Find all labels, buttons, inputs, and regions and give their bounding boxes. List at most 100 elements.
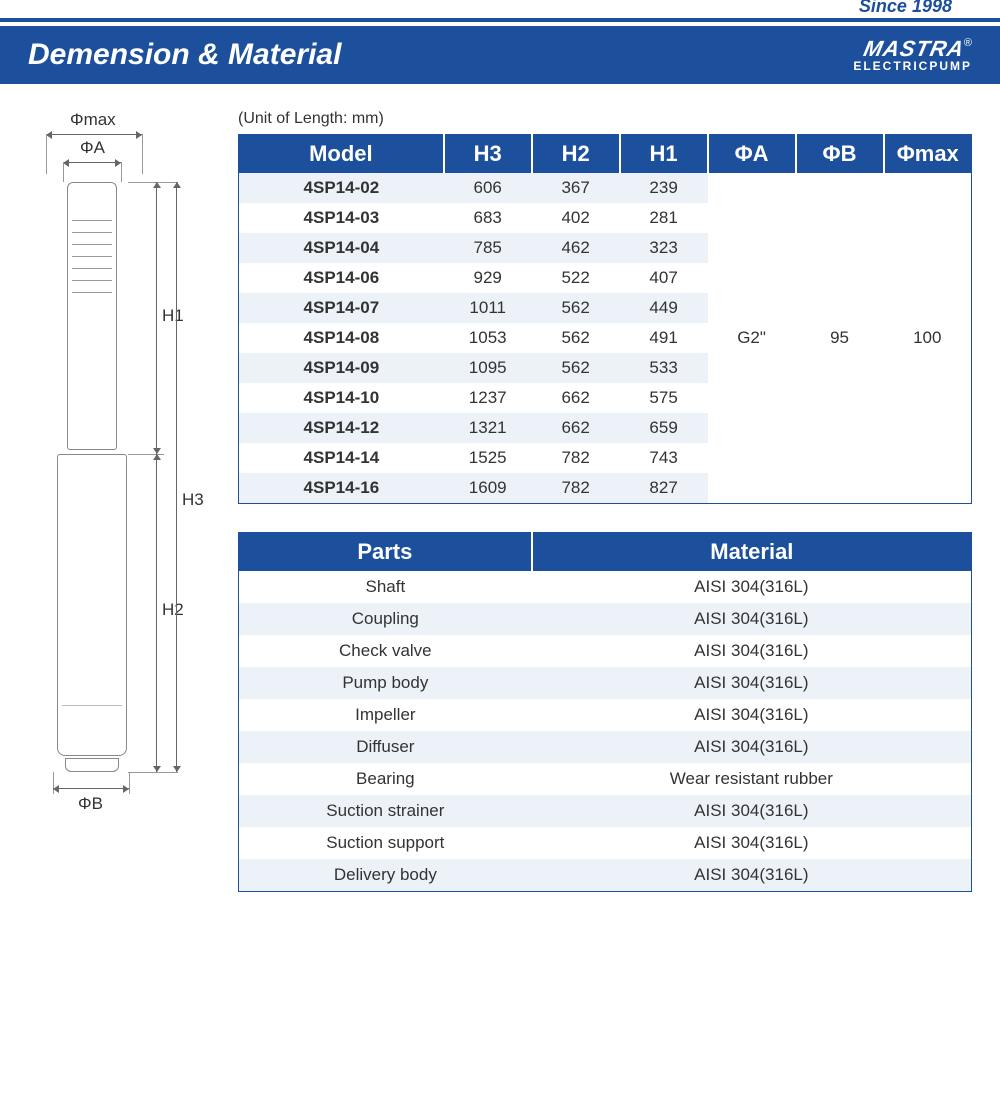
material-cell: AISI 304(316L) bbox=[532, 699, 972, 731]
table-cell: 827 bbox=[620, 473, 708, 504]
table-cell: 1525 bbox=[444, 443, 532, 473]
part-cell: Check valve bbox=[239, 635, 532, 667]
table-cell: 4SP14-12 bbox=[239, 413, 444, 443]
since-text: Since 1998 bbox=[851, 0, 960, 17]
data-column: (Unit of Length: mm) ModelH3H2H1ΦAΦBΦmax… bbox=[238, 110, 972, 892]
table-cell: 782 bbox=[532, 443, 620, 473]
table-cell: 239 bbox=[620, 173, 708, 203]
table-row: CouplingAISI 304(316L) bbox=[239, 603, 972, 635]
ext-line bbox=[46, 134, 47, 174]
part-cell: Shaft bbox=[239, 571, 532, 603]
table-cell: 4SP14-16 bbox=[239, 473, 444, 504]
table-cell: 281 bbox=[620, 203, 708, 233]
table-row: BearingWear resistant rubber bbox=[239, 763, 972, 795]
label-h3: H3 bbox=[182, 490, 204, 510]
table-cell: 533 bbox=[620, 353, 708, 383]
page-title: Demension & Material bbox=[28, 38, 341, 72]
label-h2: H2 bbox=[162, 600, 184, 620]
diagram-column: Φmax ΦA bbox=[28, 110, 208, 892]
material-cell: AISI 304(316L) bbox=[532, 667, 972, 699]
dimensions-table: ModelH3H2H1ΦAΦBΦmax 4SP14-02606367239G2"… bbox=[238, 134, 972, 504]
table-cell: 562 bbox=[532, 353, 620, 383]
table-row: ImpellerAISI 304(316L) bbox=[239, 699, 972, 731]
part-cell: Coupling bbox=[239, 603, 532, 635]
table-cell: 662 bbox=[532, 383, 620, 413]
table-cell-merged: 100 bbox=[884, 173, 972, 504]
table-cell: 562 bbox=[532, 293, 620, 323]
table-cell: 4SP14-10 bbox=[239, 383, 444, 413]
body: Φmax ΦA bbox=[0, 84, 1000, 932]
material-cell: AISI 304(316L) bbox=[532, 827, 972, 859]
material-cell: AISI 304(316L) bbox=[532, 635, 972, 667]
column-header: H2 bbox=[532, 135, 620, 174]
unit-note: (Unit of Length: mm) bbox=[238, 110, 972, 128]
pump-diagram: Φmax ΦA bbox=[28, 110, 208, 830]
table-cell: 785 bbox=[444, 233, 532, 263]
table-cell: 323 bbox=[620, 233, 708, 263]
table-cell: 562 bbox=[532, 323, 620, 353]
arrow-phi-a bbox=[63, 162, 121, 163]
table-row: Suction strainerAISI 304(316L) bbox=[239, 795, 972, 827]
table-header-row: PartsMaterial bbox=[239, 533, 972, 572]
column-header: Material bbox=[532, 533, 972, 572]
arrow-phi-max bbox=[46, 134, 142, 135]
table-cell: 659 bbox=[620, 413, 708, 443]
label-phi-b: ΦB bbox=[78, 794, 103, 814]
column-header: H1 bbox=[620, 135, 708, 174]
table-row: Delivery bodyAISI 304(316L) bbox=[239, 859, 972, 892]
pump-body-illustration bbox=[53, 182, 131, 772]
ext-line bbox=[129, 772, 130, 794]
column-header: H3 bbox=[444, 135, 532, 174]
table-cell-merged: 95 bbox=[796, 173, 884, 504]
table-cell: 491 bbox=[620, 323, 708, 353]
ext-line bbox=[128, 772, 178, 773]
material-cell: AISI 304(316L) bbox=[532, 795, 972, 827]
table-cell: 4SP14-07 bbox=[239, 293, 444, 323]
header-rule: Since 1998 bbox=[0, 18, 1000, 22]
ext-line bbox=[63, 162, 64, 182]
table-cell: 1011 bbox=[444, 293, 532, 323]
table-cell: 449 bbox=[620, 293, 708, 323]
column-header: ΦB bbox=[796, 135, 884, 174]
table-row: ShaftAISI 304(316L) bbox=[239, 571, 972, 603]
column-header: ΦA bbox=[708, 135, 796, 174]
material-cell: Wear resistant rubber bbox=[532, 763, 972, 795]
table-cell: 1053 bbox=[444, 323, 532, 353]
table-cell: 4SP14-04 bbox=[239, 233, 444, 263]
table-row: 4SP14-02606367239G2"95100 bbox=[239, 173, 972, 203]
table-cell: 1237 bbox=[444, 383, 532, 413]
table-cell: 1609 bbox=[444, 473, 532, 504]
arrow-h3 bbox=[176, 182, 177, 772]
part-cell: Pump body bbox=[239, 667, 532, 699]
part-cell: Suction support bbox=[239, 827, 532, 859]
table-cell: 1321 bbox=[444, 413, 532, 443]
table-cell: 4SP14-09 bbox=[239, 353, 444, 383]
table-header-row: ModelH3H2H1ΦAΦBΦmax bbox=[239, 135, 972, 174]
table-cell: 4SP14-14 bbox=[239, 443, 444, 473]
pump-lower-section bbox=[57, 454, 127, 756]
material-cell: AISI 304(316L) bbox=[532, 571, 972, 603]
arrow-h2 bbox=[156, 454, 157, 772]
label-h1: H1 bbox=[162, 306, 184, 326]
table-cell: 522 bbox=[532, 263, 620, 293]
table-cell: 575 bbox=[620, 383, 708, 413]
table-cell: 407 bbox=[620, 263, 708, 293]
part-cell: Diffuser bbox=[239, 731, 532, 763]
table-cell: 4SP14-02 bbox=[239, 173, 444, 203]
table-cell: 402 bbox=[532, 203, 620, 233]
table-cell: 743 bbox=[620, 443, 708, 473]
table-cell: 683 bbox=[444, 203, 532, 233]
material-cell: AISI 304(316L) bbox=[532, 859, 972, 892]
table-cell: 782 bbox=[532, 473, 620, 504]
table-cell: 606 bbox=[444, 173, 532, 203]
table-cell: 662 bbox=[532, 413, 620, 443]
table-cell-merged: G2" bbox=[708, 173, 796, 504]
ext-line bbox=[121, 162, 122, 182]
label-phi-max: Φmax bbox=[70, 110, 116, 130]
table-cell: 4SP14-06 bbox=[239, 263, 444, 293]
table-row: DiffuserAISI 304(316L) bbox=[239, 731, 972, 763]
logo-main-text: MASTRA bbox=[861, 38, 966, 60]
material-cell: AISI 304(316L) bbox=[532, 731, 972, 763]
table-cell: 929 bbox=[444, 263, 532, 293]
brand-logo: MASTRA® ELECTRICPUMP bbox=[853, 38, 972, 72]
